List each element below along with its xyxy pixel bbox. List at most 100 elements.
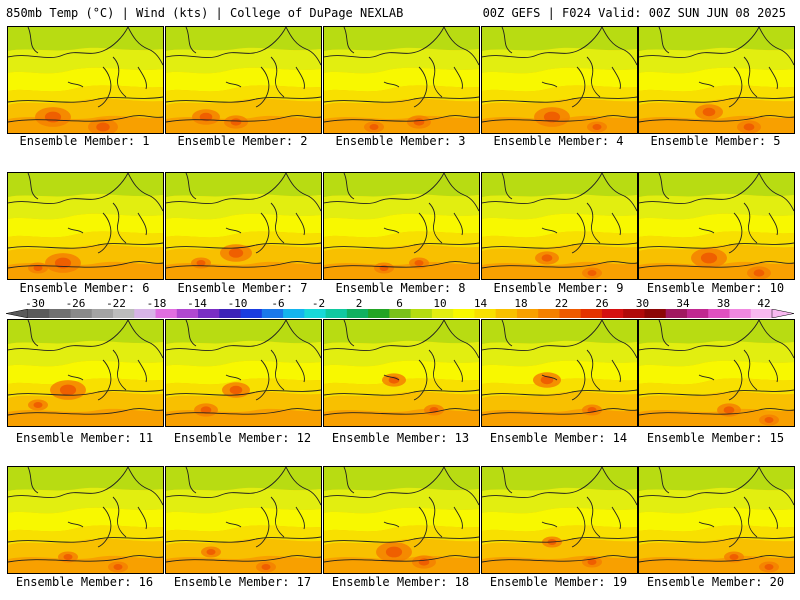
colorbar-segment [28, 309, 50, 318]
member-label: Ensemble Member: 7 [177, 281, 308, 295]
member-map [166, 467, 321, 573]
colorbar-tick-label: -26 [65, 297, 86, 310]
colorbar-segment [368, 309, 390, 318]
colorbar-segment [623, 309, 645, 318]
member-label: Ensemble Member: 13 [331, 431, 470, 445]
member-label: Ensemble Member: 1 [19, 134, 150, 148]
member-label: Ensemble Member: 11 [15, 431, 154, 445]
member-panel [323, 26, 480, 134]
member-label: Ensemble Member: 5 [650, 134, 781, 148]
colorbar-tick-label: 6 [396, 297, 403, 310]
colorbar-segment [538, 309, 560, 318]
colorbar-tick-label: 34 [676, 297, 690, 310]
member-map [324, 320, 479, 426]
colorbar-segment [261, 309, 284, 318]
member-map [639, 320, 794, 426]
colorbar-left-arrow [6, 309, 29, 318]
member-map [324, 467, 479, 573]
colorbar-segment [346, 309, 369, 318]
colorbar-segment [389, 309, 412, 318]
member-label: Ensemble Member: 18 [331, 575, 470, 589]
member-map [324, 173, 479, 279]
header: 850mb Temp (°C) | Wind (kts) | College o… [0, 0, 800, 24]
colorbar-segment [91, 309, 114, 318]
member-map [324, 27, 479, 133]
colorbar-tick-label: -22 [106, 297, 126, 310]
member-panel [7, 466, 164, 574]
member-map [639, 27, 794, 133]
member-panel [165, 319, 322, 427]
colorbar-segment [708, 309, 730, 318]
colorbar-tick-label: 14 [473, 297, 488, 310]
colorbar-tick-label: -14 [187, 297, 207, 310]
member-panel [481, 26, 638, 134]
colorbar-segment [410, 309, 433, 318]
colorbar-tick-label: 26 [595, 297, 609, 310]
member-map [639, 467, 794, 573]
member-map [166, 320, 321, 426]
colorbar-segment [134, 309, 157, 318]
colorbar-segment [453, 309, 475, 318]
member-label: Ensemble Member: 9 [493, 281, 624, 295]
colorbar-segment [431, 309, 454, 318]
colorbar-segment [198, 309, 220, 318]
valid-time-title: 00Z GEFS | F024 Valid: 00Z SUN JUN 08 20… [482, 6, 786, 20]
member-panel [638, 26, 795, 134]
member-label: Ensemble Member: 19 [489, 575, 628, 589]
colorbar-segment [686, 309, 709, 318]
member-panel [481, 319, 638, 427]
colorbar-segment [729, 309, 752, 318]
member-map [8, 320, 163, 426]
colorbar-segment [601, 309, 624, 318]
colorbar-segment [304, 309, 327, 318]
temperature-colorbar: -30 -26 -22 -18 -14 -10 -6 -2 2 6 10 14 18 22 26 30 34 38… [6, 297, 794, 323]
colorbar-segment [49, 309, 72, 318]
colorbar-tick-label: 30 [635, 297, 650, 310]
member-panel [638, 319, 795, 427]
member-map [482, 467, 637, 573]
member-panel [165, 466, 322, 574]
colorbar-tick-label: -18 [146, 297, 167, 310]
member-panel [481, 172, 638, 280]
colorbar-tick-label: 18 [514, 297, 528, 310]
member-map [482, 173, 637, 279]
member-label: Ensemble Member: 3 [335, 134, 466, 148]
member-map [639, 173, 794, 279]
member-label: Ensemble Member: 14 [489, 431, 628, 445]
colorbar-segment [219, 309, 242, 318]
colorbar-segment [644, 309, 667, 318]
member-label: Ensemble Member: 6 [19, 281, 150, 295]
member-panel [638, 466, 795, 574]
member-label: Ensemble Member: 12 [173, 431, 312, 445]
member-panel [7, 319, 164, 427]
member-panel [165, 172, 322, 280]
colorbar-tick-label: -10 [227, 297, 248, 310]
member-panel [638, 172, 795, 280]
member-panel [481, 466, 638, 574]
colorbar-segment [516, 309, 539, 318]
colorbar-tick-label: 42 [757, 297, 771, 310]
colorbar-segment [176, 309, 199, 318]
member-panel [165, 26, 322, 134]
colorbar-tick-label: -2 [311, 297, 326, 310]
colorbar-tick-label: 10 [433, 297, 447, 310]
member-label: Ensemble Member: 10 [646, 281, 785, 295]
member-map [8, 467, 163, 573]
member-panel [323, 466, 480, 574]
colorbar-segment [750, 309, 773, 318]
colorbar-segment [580, 309, 603, 318]
member-label: Ensemble Member: 20 [646, 575, 785, 589]
colorbar-right-arrow [771, 309, 794, 318]
member-map [8, 173, 163, 279]
member-map [482, 27, 637, 133]
member-label: Ensemble Member: 17 [173, 575, 312, 589]
colorbar-segment [474, 309, 497, 318]
member-panel [323, 172, 480, 280]
member-panel [7, 26, 164, 134]
member-panel [7, 172, 164, 280]
member-label: Ensemble Member: 16 [15, 575, 154, 589]
colorbar-segment [325, 309, 348, 318]
member-panel [323, 319, 480, 427]
colorbar-segment [283, 309, 305, 318]
colorbar-segment [155, 309, 178, 318]
